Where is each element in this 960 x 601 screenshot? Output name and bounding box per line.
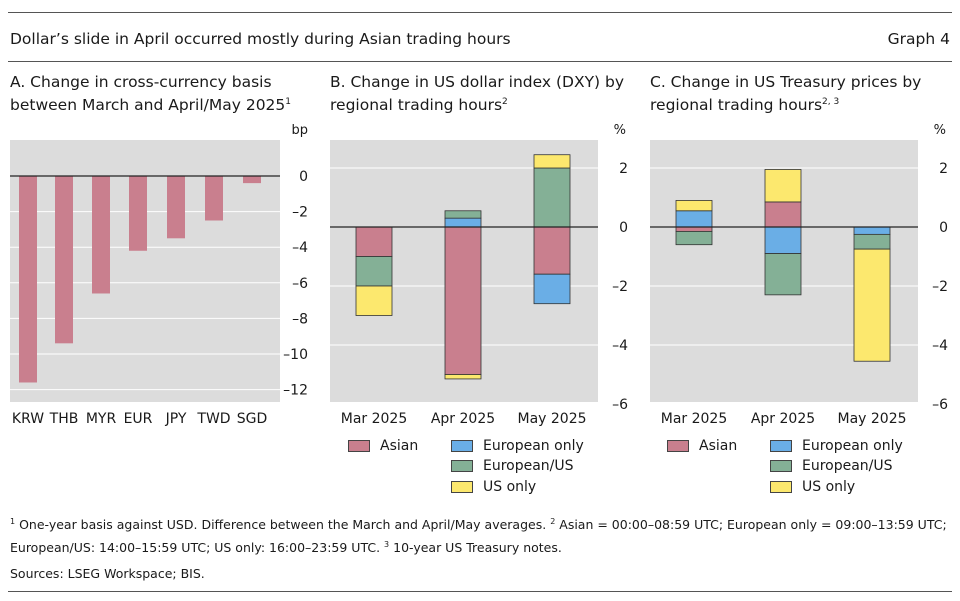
panel-a-bar (19, 176, 37, 383)
graph-title: Dollar’s slide in April occurred mostly … (10, 30, 511, 48)
panel-a-xtick-label: KRW (12, 411, 44, 427)
panel-a-xtick-label: JPY (165, 411, 187, 427)
panel-a-ytick-label: –10 (283, 347, 308, 363)
bottom-rule (8, 591, 952, 592)
panel-a-bar (205, 176, 223, 221)
panel-c-bar-asian (675, 226, 713, 232)
panel-a-ytick-label: –8 (292, 311, 308, 327)
panel-a-ytick-label: –6 (292, 276, 308, 292)
panel-c-bar-european-only (764, 226, 802, 254)
panel-c-bar-european-only (853, 226, 891, 235)
footnotes: 1 One-year basis against USD. Difference… (10, 512, 950, 558)
panel-c-xtick-label: Apr 2025 (751, 411, 815, 427)
legend-b-asian: Asian (348, 438, 418, 454)
panel-a-ytick-label: 0 (299, 169, 308, 185)
legend-swatch (348, 440, 370, 452)
panel-a-bar (92, 176, 110, 294)
panel-b-bar-asian (355, 226, 393, 257)
legend-c-european-us: European/US (770, 458, 893, 474)
panel-c-bar-us-only (853, 248, 891, 362)
legend-label: European only (802, 438, 903, 454)
legend-b-us-only: US only (451, 479, 536, 495)
panel-c-xtick-label: Mar 2025 (661, 411, 728, 427)
panel-b-ytick-label: –2 (612, 279, 628, 295)
panel-b-bar-european-us (355, 256, 393, 287)
panel-c-bar-european-only (675, 210, 713, 228)
panel-b-bar-us-only (355, 285, 393, 316)
panel-c-unit-label: % (934, 123, 946, 138)
panel-c-bar-asian (764, 201, 802, 228)
legend-swatch (770, 460, 792, 472)
panel-a-bar (167, 176, 185, 239)
legend-swatch (770, 440, 792, 452)
panel-b-bar-european-only (444, 217, 482, 228)
panel-c-bar-european-us (853, 233, 891, 250)
footnote-1: 1 One-year basis against USD. Difference… (10, 517, 947, 556)
panel-a-ytick-label: –2 (292, 205, 308, 221)
legend-label: European only (483, 438, 584, 454)
panel-b-bar-european-us (444, 210, 482, 219)
legend-swatch (451, 440, 473, 452)
legend-label: US only (483, 479, 537, 495)
panel-b-bar-asian (444, 226, 482, 375)
panel-a-xtick-label: MYR (86, 411, 117, 427)
panel-a-xtick-label: SGD (237, 411, 268, 427)
panel-a-unit-label: bp (291, 123, 308, 138)
panel-c-bar-us-only (675, 200, 713, 212)
panel-a-xtick-label: TWD (196, 411, 230, 427)
panel-b-ytick-label: 2 (619, 161, 628, 177)
panel-a-bar (55, 176, 73, 344)
legend-c-us-only: US only (770, 479, 855, 495)
panel-b-bar-european-us (533, 167, 571, 228)
graph-number: Graph 4 (887, 30, 950, 48)
legend-label: European/US (483, 458, 574, 474)
legend-swatch (451, 481, 473, 493)
legend-b-european-only: European only (451, 438, 584, 454)
panel-b-xtick-label: Apr 2025 (431, 411, 495, 427)
panel-c-bar-us-only (764, 169, 802, 203)
panel-a-xtick-label: THB (49, 411, 79, 427)
panel-b-title: B. Change in US dollar index (DXY) by re… (330, 73, 625, 115)
panel-a-ytick-label: –4 (292, 240, 308, 256)
legend-label: European/US (802, 458, 893, 474)
panel-c-ytick-label: –6 (932, 397, 948, 413)
panel-a-ytick-label: –12 (283, 383, 308, 399)
panel-c-title: C. Change in US Treasury prices by regio… (650, 73, 922, 115)
panel-b-xtick-label: May 2025 (517, 411, 586, 427)
panel-a-title: A. Change in cross-currency basis betwee… (10, 73, 292, 115)
panel-c-ytick-label: –2 (932, 279, 948, 295)
panel-b-ytick-label: 0 (619, 220, 628, 236)
legend-c-european-only: European only (770, 438, 903, 454)
legend-swatch (667, 440, 689, 452)
panel-c-xtick-label: May 2025 (837, 411, 906, 427)
panel-b-ytick-label: –6 (612, 397, 628, 413)
panel-c-ytick-label: 0 (939, 220, 948, 236)
legend-swatch (770, 481, 792, 493)
header-rule (8, 61, 952, 62)
panel-b-bar-european-only (533, 273, 571, 305)
panel-b-xtick-label: Mar 2025 (341, 411, 408, 427)
panel-b-ytick-label: –4 (612, 338, 628, 354)
legend-c-asian: Asian (667, 438, 737, 454)
legend-label: US only (802, 479, 856, 495)
panel-a-bar (129, 176, 147, 251)
sources: Sources: LSEG Workspace; BIS. (10, 566, 205, 581)
panel-b-bar-us-only (444, 374, 482, 380)
panel-b-bar-asian (533, 226, 571, 275)
legend-b-european-us: European/US (451, 458, 574, 474)
panel-b-unit-label: % (614, 123, 626, 138)
legend-swatch (451, 460, 473, 472)
panel-a-xtick-label: EUR (124, 411, 153, 427)
panel-c-bar-european-us (675, 231, 713, 246)
legend-label: Asian (699, 438, 738, 454)
panel-c-ytick-label: 2 (939, 161, 948, 177)
panel-c-bar-european-us (764, 253, 802, 296)
panel-c-ytick-label: –4 (932, 338, 948, 354)
panel-a-bar (243, 176, 261, 184)
panel-b-bar-us-only (533, 154, 571, 169)
legend-label: Asian (380, 438, 419, 454)
top-rule (8, 12, 952, 13)
